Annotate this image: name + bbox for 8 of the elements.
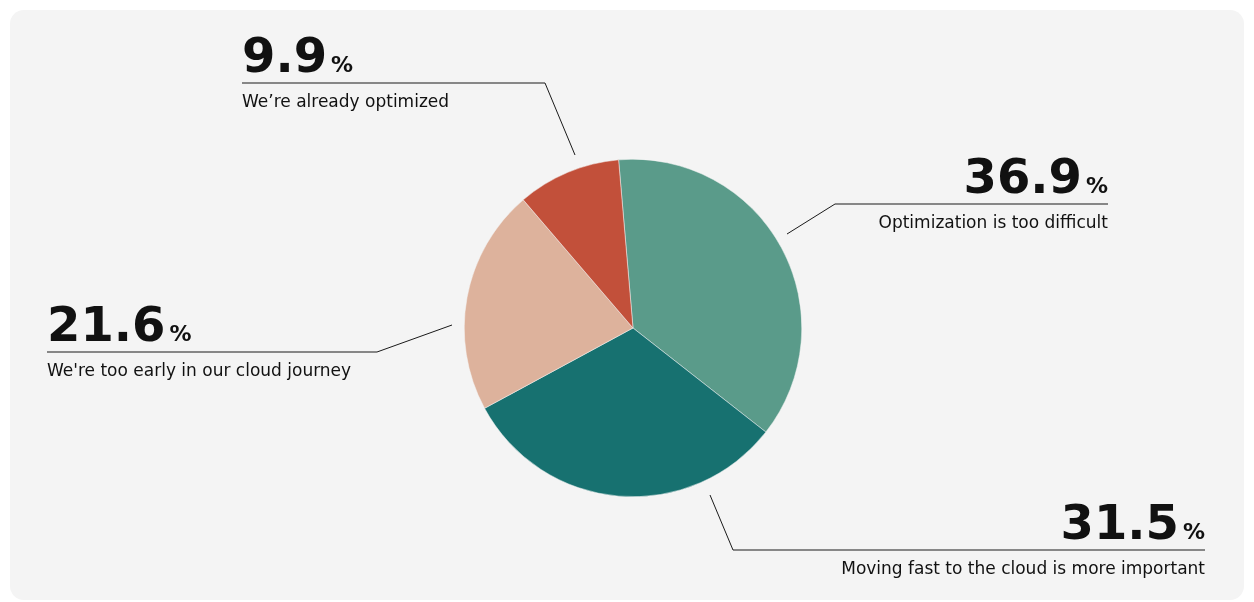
slice-label: Moving fast to the cloud is more important (841, 558, 1206, 578)
slice-label: We’re already optimized (242, 91, 450, 111)
data-label: 21.6% (47, 296, 192, 352)
slice-label: Optimization is too difficult (878, 212, 1109, 232)
data-label: 36.9% (963, 148, 1108, 204)
data-label: 31.5% (1060, 494, 1205, 550)
slice-label: We're too early in our cloud journey (47, 360, 352, 380)
data-label: 9.9% (242, 27, 354, 83)
